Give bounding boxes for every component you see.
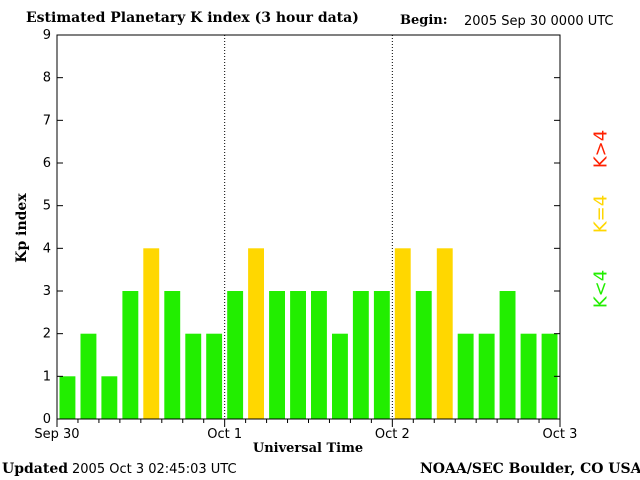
updated-value: 2005 Oct 3 02:45:03 UTC [72,462,237,477]
kp-bar [80,333,97,419]
kp-bar [311,291,327,419]
legend-high: K>4 [590,129,612,169]
kp-bar [164,291,181,419]
kp-bar [269,291,285,419]
y-tick-label: 4 [43,241,51,256]
kp-bar [227,291,244,419]
x-tick-label: Oct 1 [207,427,242,442]
y-axis-label: Kp index [14,193,30,263]
y-tick-label: 7 [43,113,51,128]
x-tick-label: Oct 2 [375,427,410,442]
kp-bar [332,333,348,419]
y-tick-label: 5 [43,199,51,214]
y-tick-label: 8 [43,71,51,86]
y-tick-label: 1 [43,369,51,384]
kp-bar [436,248,453,419]
kp-bar [206,333,223,419]
begin-label: Begin: [400,13,448,28]
kp-bar [59,376,76,419]
kp-bar [520,333,537,419]
x-tick-label: Oct 3 [543,427,578,442]
kp-bar [541,333,558,419]
kp-bar [499,291,516,419]
y-tick-label: 2 [43,327,51,342]
x-tick-label: Sep 30 [34,427,79,442]
kp-bar [478,333,495,419]
kp-bar [185,333,202,419]
kp-bar [394,248,411,419]
kp-bar [457,333,474,419]
kp-bar [101,376,118,419]
kp-bar [248,248,264,419]
y-tick-label: 6 [43,156,51,171]
updated-label: Updated [2,461,69,477]
y-tick-label: 3 [43,284,51,299]
kp-bar [122,291,139,419]
kp-bar [352,291,369,419]
y-tick-label: 9 [43,28,51,43]
chart-title: Estimated Planetary K index (3 hour data… [26,10,359,26]
y-tick-label: 0 [43,412,51,427]
begin-value: 2005 Sep 30 0000 UTC [464,14,614,29]
kp-bar [290,291,306,419]
x-axis-label: Universal Time [252,441,364,456]
credit-text: NOAA/SEC Boulder, CO USA [420,461,640,477]
kp-bar [415,291,432,419]
kp-bar [143,248,160,419]
legend-low: K<4 [590,269,612,309]
kp-bar [373,291,390,419]
legend-equal: K=4 [590,194,612,234]
